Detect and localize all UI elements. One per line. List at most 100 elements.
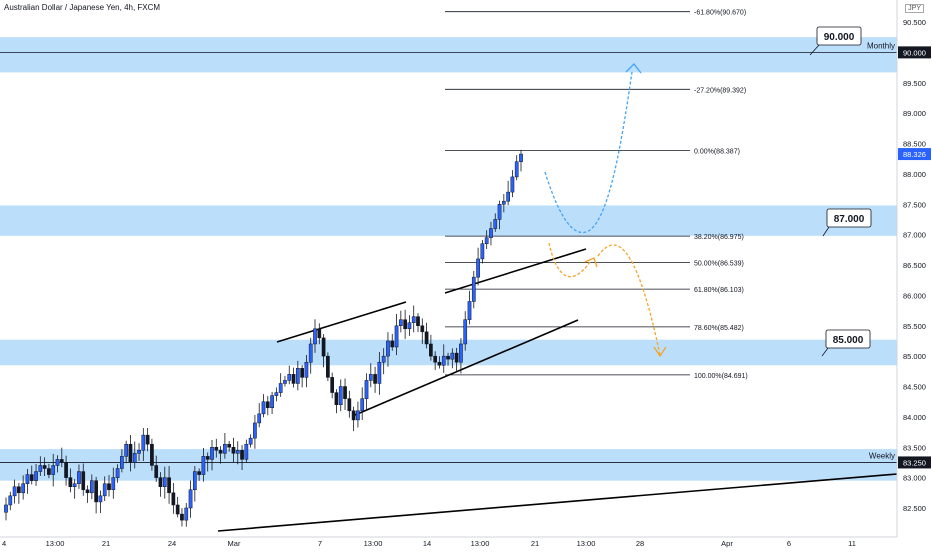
- candle-body: [89, 480, 94, 494]
- candle-body: [338, 386, 343, 405]
- hline-label-1: Weekly: [869, 451, 895, 460]
- zones-layer: [0, 37, 897, 481]
- candle: [313, 319, 317, 353]
- zone-2: [0, 339, 897, 366]
- candle-body: [77, 471, 81, 484]
- candle-body: [64, 462, 68, 478]
- candle-body: [484, 237, 489, 244]
- candle-body: [261, 401, 266, 415]
- candle-body: [317, 328, 322, 339]
- x-tick-label: 21: [531, 539, 539, 548]
- candle: [47, 463, 51, 479]
- candle-body: [506, 191, 510, 202]
- candle: [107, 475, 111, 497]
- candle-body: [72, 483, 77, 487]
- candle-body: [467, 301, 472, 320]
- candle-body: [441, 355, 446, 366]
- candle: [347, 390, 352, 418]
- candle: [317, 323, 322, 345]
- candle-body: [154, 465, 159, 478]
- callout-text-1: 87.000: [834, 214, 865, 225]
- candle-body: [343, 386, 347, 399]
- trendline-0: [276, 301, 407, 343]
- candle-body: [55, 459, 60, 466]
- candle-body: [25, 474, 30, 484]
- candle: [295, 360, 300, 391]
- candle: [120, 449, 124, 473]
- candle-body: [287, 374, 292, 381]
- candle-body: [12, 486, 17, 497]
- candle-body: [85, 489, 90, 494]
- currency-label: JPY: [905, 4, 924, 13]
- candle-body: [98, 495, 103, 503]
- candle-body: [326, 355, 330, 378]
- price-label-1: 88.326: [903, 150, 926, 159]
- candle-body: [368, 374, 373, 381]
- orange-arrow-small-head: [584, 257, 598, 268]
- zone-0: [0, 37, 897, 73]
- candle: [506, 180, 510, 206]
- candle-body: [188, 489, 193, 509]
- candle: [34, 463, 38, 486]
- candle-body: [227, 443, 232, 448]
- candle-body: [218, 450, 223, 454]
- candle-body: [180, 513, 184, 521]
- candle-body: [34, 471, 38, 481]
- candle-body: [398, 319, 403, 326]
- candle-body: [197, 471, 201, 475]
- candle-body: [347, 398, 352, 412]
- candle: [42, 457, 47, 476]
- candle-body: [257, 413, 262, 424]
- candle: [154, 455, 159, 482]
- candle: [471, 270, 476, 309]
- candle-body: [167, 477, 171, 494]
- candle: [4, 497, 8, 521]
- orange-arrow-head: [653, 346, 667, 358]
- trendlines-layer: [217, 248, 898, 532]
- candle: [300, 365, 304, 388]
- candle-body: [497, 204, 502, 220]
- candle: [162, 466, 167, 499]
- candle: [51, 453, 56, 487]
- candle: [214, 438, 219, 458]
- price-label-0: 90.000: [903, 48, 926, 57]
- callout-pointer-0: [809, 44, 820, 56]
- candle: [480, 239, 485, 264]
- candle-body: [291, 374, 296, 384]
- candle-body: [59, 459, 64, 463]
- candle-body: [141, 434, 146, 451]
- y-tick-label: 89.000: [903, 109, 926, 118]
- x-tick-label: 13:00: [577, 539, 596, 548]
- candle: [89, 474, 94, 500]
- x-tick-label: 13:00: [46, 539, 65, 548]
- candle: [283, 375, 287, 387]
- candle: [188, 480, 193, 518]
- candle-body: [150, 443, 154, 466]
- candle-body: [17, 486, 21, 494]
- y-tick-label: 88.000: [903, 170, 926, 179]
- candle: [390, 333, 395, 351]
- candle-body: [407, 322, 412, 330]
- candle: [25, 468, 30, 494]
- price-label-bg-0: [898, 46, 931, 59]
- candle-body: [162, 477, 167, 487]
- candle: [38, 456, 43, 477]
- candle-body: [120, 456, 124, 469]
- fib-label-1: -27.20%(89.392): [694, 87, 746, 94]
- candle: [420, 318, 425, 344]
- candle-body: [42, 465, 47, 469]
- candle: [21, 475, 26, 500]
- candle-body: [450, 352, 455, 360]
- y-tick-label: 85.000: [903, 352, 926, 361]
- candle-body: [403, 319, 407, 330]
- trendline-2: [444, 248, 587, 294]
- y-tick-label: 87.000: [903, 231, 926, 240]
- candle-body: [446, 355, 450, 360]
- candle: [278, 373, 283, 397]
- candle: [343, 378, 347, 410]
- candle: [171, 482, 176, 514]
- candle: [351, 406, 356, 432]
- candle-body: [283, 380, 287, 384]
